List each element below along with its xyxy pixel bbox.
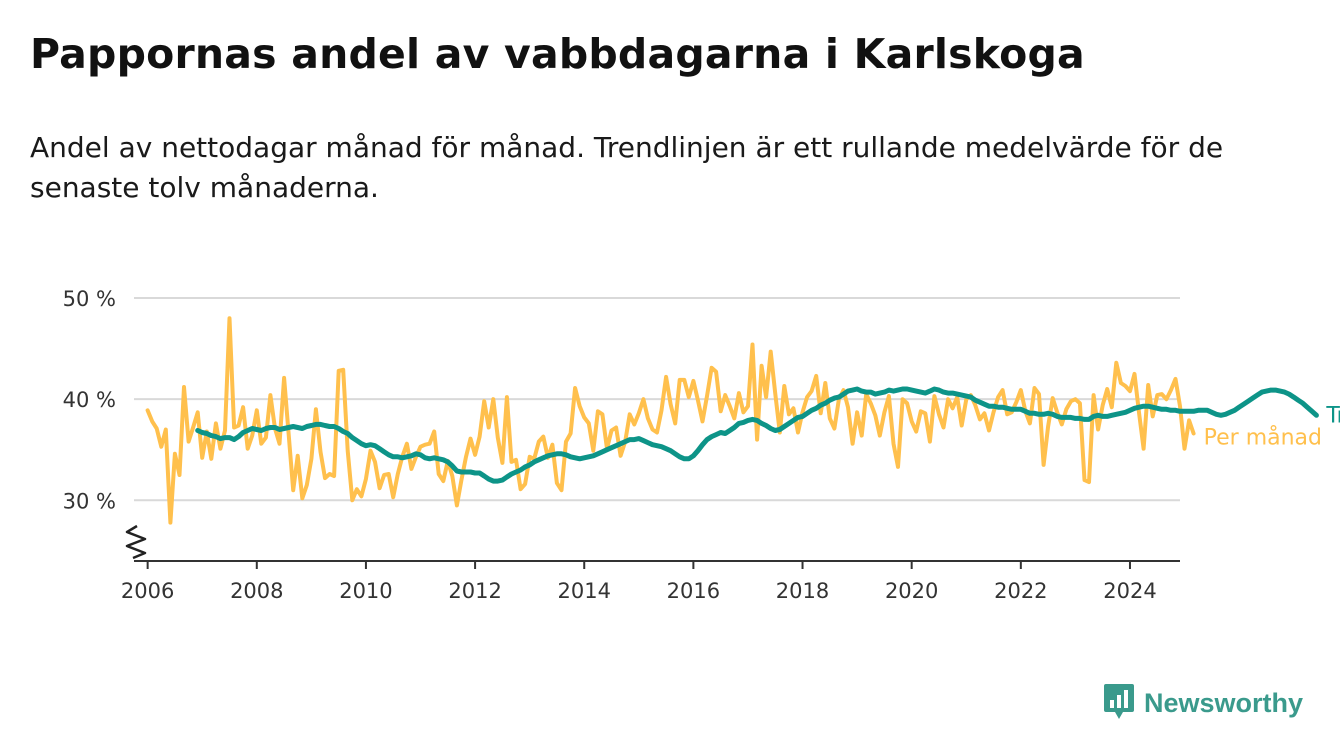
series-line-trend <box>195 386 1319 484</box>
x-tick-label: 2008 <box>230 579 283 603</box>
newsworthy-logo: Newsworthy <box>1102 683 1303 723</box>
x-tick-label: 2024 <box>1103 579 1156 603</box>
x-axis: 2006 2008 2010 2012 2014 2016 2018 2020 2022 2024 <box>121 560 1180 603</box>
axis-break-icon <box>125 524 147 560</box>
x-tick-label: 2010 <box>339 579 392 603</box>
chart-subtitle: Andel av nettodagar månad för månad. Tre… <box>30 131 1224 204</box>
x-tick-label: 2016 <box>667 579 720 603</box>
series-label: Per månad <box>1204 424 1322 450</box>
y-tick-label: 30 % <box>63 489 116 513</box>
series-label: Trend <box>1325 403 1340 428</box>
y-axis-labels: 30 % 40 % 50 % <box>63 287 116 513</box>
series-lines <box>145 316 1319 525</box>
x-tick-label: 2020 <box>885 579 938 603</box>
series-labels: TrendPer månad <box>1204 403 1340 450</box>
x-tick-label: 2014 <box>558 579 611 603</box>
newsworthy-logo-icon <box>1104 684 1134 719</box>
x-tick-label: 2012 <box>448 579 501 603</box>
y-tick-label: 40 % <box>63 388 116 412</box>
newsworthy-logo-text: Newsworthy <box>1144 687 1304 718</box>
series-line-per-månad <box>145 316 1196 525</box>
chart-title: Pappornas andel av vabbdagarna i Karlsko… <box>30 30 1085 78</box>
x-tick-label: 2006 <box>121 579 174 603</box>
x-tick-label: 2018 <box>776 579 829 603</box>
axis-break-mark <box>125 524 147 560</box>
x-tick-label: 2022 <box>994 579 1047 603</box>
y-tick-label: 50 % <box>63 287 116 311</box>
